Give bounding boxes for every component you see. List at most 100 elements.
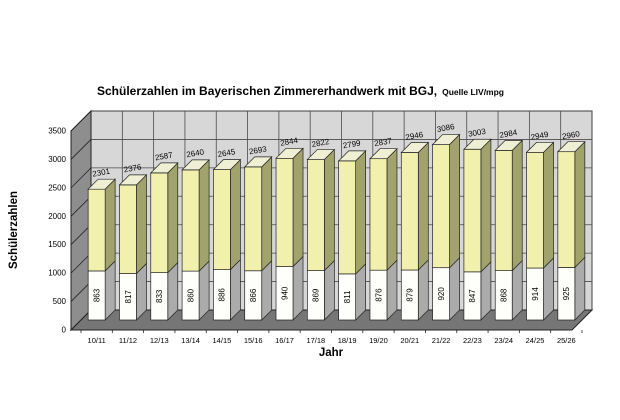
bar-13/14: 860 2640 xyxy=(181,147,210,321)
bar-top-segment-side-face xyxy=(167,162,179,274)
bar-total-label: 3003 xyxy=(467,127,487,139)
bar-top-segment-front-face xyxy=(432,144,450,269)
bar-top-face xyxy=(369,148,398,160)
x-tick-label: 17/18 xyxy=(306,336,325,345)
bar-top-segment-front-face xyxy=(150,172,169,273)
bar-total-label: 2960 xyxy=(561,129,581,141)
bar-22/23: 847 3003 xyxy=(463,127,492,321)
bar-top-face xyxy=(306,149,336,160)
x-tick-label: 20/21 xyxy=(400,336,419,345)
bar-top-segment-front-face xyxy=(275,157,294,267)
bar-top-segment-side-face xyxy=(511,139,523,272)
bar-base-side-face xyxy=(449,256,460,321)
bar-base-value-label: 869 xyxy=(312,288,321,302)
bar-base-side-face xyxy=(543,257,554,321)
chart-bars: 863 2301 817 2376 833 2587 860 2640 886 2645 866 26… xyxy=(87,122,586,321)
bar-total-label: 3086 xyxy=(436,122,456,134)
bar-top-face xyxy=(243,156,273,168)
bar-base-value-label: 886 xyxy=(218,288,227,302)
bar-base-side-face xyxy=(574,256,586,321)
x-tick-label: 23/24 xyxy=(494,336,513,345)
x-tick-label: 11/12 xyxy=(119,336,137,345)
bar-base-value-label: 866 xyxy=(249,288,258,302)
x-tick-label: 13/14 xyxy=(181,336,200,345)
bar-total-label: 2376 xyxy=(123,162,143,174)
bar-top-segment-front-face xyxy=(526,151,544,269)
x-tick-label: 21/22 xyxy=(432,336,451,345)
y-axis-title: Schülerzahlen xyxy=(8,191,20,269)
bar-base-value-label: 868 xyxy=(500,288,509,302)
left-wall-tick-line xyxy=(70,224,92,245)
bar-top-segment-side-face xyxy=(136,174,147,275)
bar-total-label: 2799 xyxy=(342,138,362,150)
bar-total-label: 2693 xyxy=(248,144,268,156)
bar-total-label: 2949 xyxy=(530,130,550,142)
bar-top-segment-side-face xyxy=(480,138,492,273)
bar-20/21: 879 2946 xyxy=(400,130,430,321)
bar-base-value-label: 860 xyxy=(186,288,195,302)
bar-top-face xyxy=(525,141,555,153)
y-tick-label: 1500 xyxy=(48,240,66,249)
bar-base-value-label: 876 xyxy=(374,288,383,302)
bar-top-face xyxy=(400,142,430,153)
bar-top-segment-side-face xyxy=(261,156,273,272)
bar-top-face xyxy=(87,178,117,190)
bar-total-label: 2844 xyxy=(280,136,300,148)
bar-top-segment-front-face xyxy=(338,160,357,275)
bar-top-segment-front-face xyxy=(306,159,325,271)
bar-top-face xyxy=(463,138,492,150)
bar-total-label: 2984 xyxy=(499,128,519,140)
bar-10/11: 863 2301 xyxy=(87,167,117,321)
x-axis-title: Jahr xyxy=(319,347,344,359)
x-tick-label: 25/26 xyxy=(557,336,576,345)
bar-top-segment-side-face xyxy=(417,141,429,271)
x-tick-label: 22/23 xyxy=(463,336,482,345)
bar-top-segment-front-face xyxy=(119,184,137,274)
bar-total-label: 2946 xyxy=(405,130,425,142)
left-wall-tick-line xyxy=(70,139,92,160)
bar-top-segment-front-face xyxy=(213,169,231,270)
bar-21/22: 920 3086 xyxy=(431,122,461,321)
bar-top-segment-side-face xyxy=(292,147,304,268)
bar-14/15: 886 2645 xyxy=(212,147,242,321)
bar-top-face xyxy=(212,159,242,170)
x-tick-label: 15/16 xyxy=(244,336,263,345)
bar-top-face xyxy=(149,162,179,174)
y-tick-label: 3500 xyxy=(48,127,66,136)
bar-top-segment-side-face xyxy=(198,159,210,272)
bar-total-label: 2640 xyxy=(186,147,206,159)
bar-16/17: 940 2844 xyxy=(275,136,304,321)
bar-23/24: 868 2984 xyxy=(494,128,524,321)
bar-top-face xyxy=(118,174,148,186)
bar-base-value-label: 914 xyxy=(531,287,540,301)
bar-base-value-label: 925 xyxy=(562,286,571,300)
bar-25/26: 925 2960 xyxy=(556,129,586,321)
bar-total-label: 2587 xyxy=(154,150,174,162)
y-tick-label: 2000 xyxy=(48,212,66,221)
chart-title-main: Schülerzahlen im Bayerischen Zimmererhan… xyxy=(97,84,437,98)
bar-top-face xyxy=(556,141,586,153)
bar-24/25: 914 2949 xyxy=(525,130,555,321)
bar-top-face xyxy=(337,150,367,162)
bar-base-value-label: 863 xyxy=(92,288,101,302)
bar-base-value-label: 811 xyxy=(343,290,352,303)
bar-top-segment-side-face xyxy=(386,147,398,272)
bar-base-value-label: 879 xyxy=(406,288,415,302)
left-wall-tick-line xyxy=(70,167,92,189)
bar-total-label: 2645 xyxy=(217,147,237,159)
bar-top-face xyxy=(275,147,304,159)
y-tick-label: 0 xyxy=(62,326,67,335)
x-tick-label: 18/19 xyxy=(338,336,357,345)
bar-top-segment-side-face xyxy=(543,141,554,269)
bar-top-segment-front-face xyxy=(494,149,513,271)
bar-top-segment-front-face xyxy=(244,166,263,272)
y-tick-label: 3000 xyxy=(48,155,66,164)
bar-top-face xyxy=(431,134,461,145)
bar-top-face xyxy=(494,139,524,151)
chart-axes: 0 500 1000 1500 2000 2500 3000 3500 10/11 11/12 12… xyxy=(48,127,583,345)
bar-top-segment-front-face xyxy=(87,188,106,272)
bar-total-label: 2301 xyxy=(92,167,112,179)
x-tick-label: 14/15 xyxy=(213,336,232,345)
